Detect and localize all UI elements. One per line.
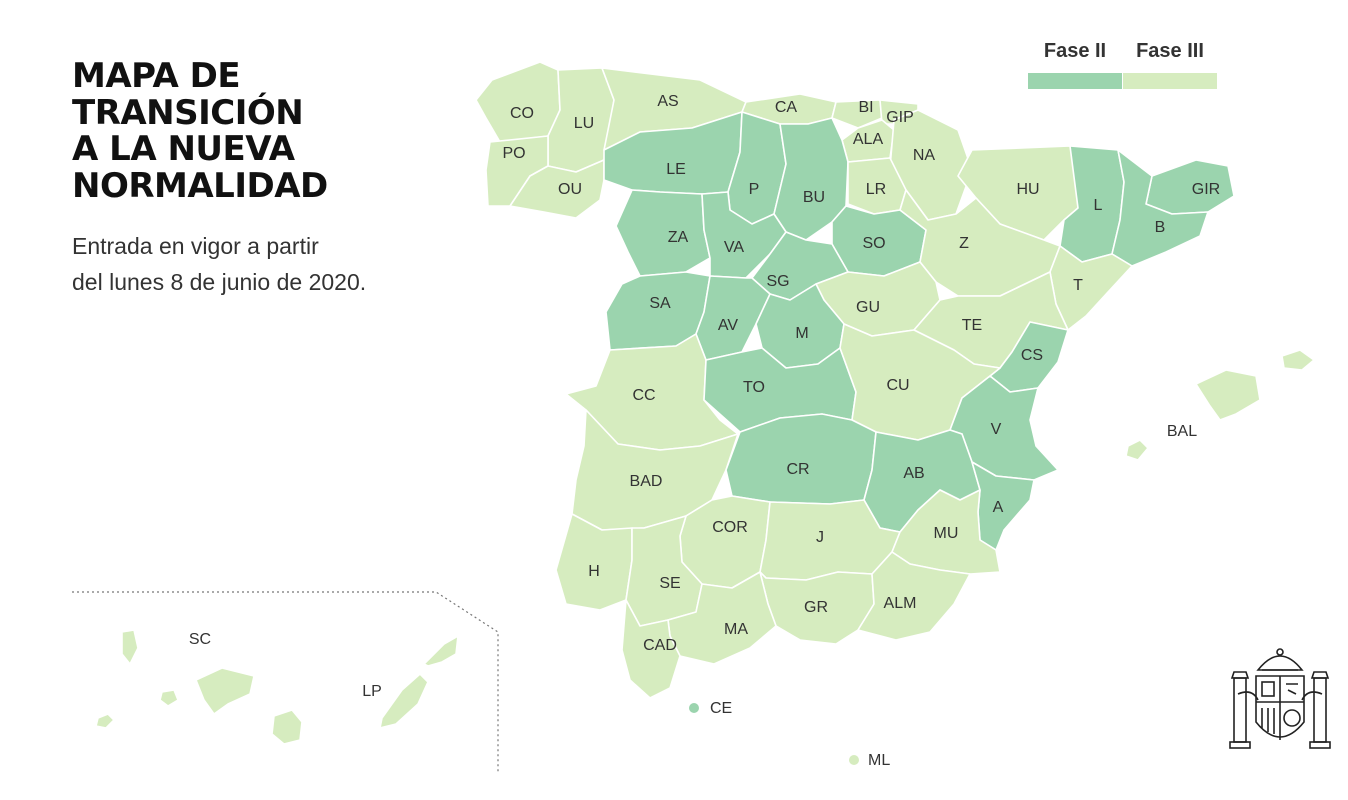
province-label-na: NA bbox=[913, 147, 936, 164]
legend-item-fase-ii: Fase II bbox=[1028, 40, 1122, 89]
province-label-ou: OU bbox=[558, 181, 582, 198]
province-za bbox=[615, 189, 711, 277]
province-lp bbox=[379, 635, 459, 729]
province-sc bbox=[95, 629, 303, 745]
legend-swatch-fase-iii bbox=[1123, 73, 1217, 89]
subtitle-line-1: Entrada en vigor a partir bbox=[72, 233, 319, 259]
province-label-te: TE bbox=[962, 317, 982, 334]
province-label-as: AS bbox=[657, 93, 678, 110]
subtitle-line-2: del lunes 8 de junio de 2020. bbox=[72, 269, 367, 295]
province-label-lp: LP bbox=[362, 683, 382, 700]
title-line-1: MAPA DE bbox=[72, 56, 241, 96]
title-line-3: A LA NUEVA bbox=[72, 129, 295, 169]
province-label-gip: GIP bbox=[886, 109, 914, 126]
province-regions bbox=[475, 61, 1235, 699]
legend-swatch-fase-ii bbox=[1028, 73, 1122, 89]
province-label-mu: MU bbox=[934, 525, 959, 542]
legend-label-fase-iii: Fase III bbox=[1136, 40, 1204, 62]
province-label-se: SE bbox=[659, 575, 680, 592]
province-ce-marker bbox=[689, 703, 699, 713]
province-cad bbox=[621, 599, 681, 699]
province-label-t: T bbox=[1073, 277, 1083, 294]
province-label-to: TO bbox=[743, 379, 765, 396]
province-alm bbox=[857, 551, 971, 641]
province-ou bbox=[509, 159, 605, 219]
province-label-cc: CC bbox=[632, 387, 655, 404]
province-label-alm: ALM bbox=[884, 595, 917, 612]
province-label-p: P bbox=[749, 181, 760, 198]
province-label-ab: AB bbox=[903, 465, 924, 482]
island-shapes bbox=[95, 349, 1315, 745]
province-label-bu: BU bbox=[803, 189, 825, 206]
province-label-ml: ML bbox=[868, 752, 890, 769]
province-label-sg: SG bbox=[766, 273, 789, 290]
province-label-v: V bbox=[991, 421, 1002, 438]
province-label-gu: GU bbox=[856, 299, 880, 316]
title-line-4: NORMALIDAD bbox=[72, 165, 328, 206]
spain-coat-of-arms-icon bbox=[1229, 648, 1331, 749]
title-line-2: TRANSICIÓN bbox=[72, 92, 304, 133]
province-label-so: SO bbox=[862, 235, 885, 252]
province-label-m: M bbox=[795, 325, 808, 342]
province-co bbox=[475, 61, 561, 143]
legend-item-fase-iii: Fase III bbox=[1123, 40, 1217, 89]
province-label-cr: CR bbox=[786, 461, 809, 478]
province-b bbox=[1111, 149, 1209, 267]
province-label-sa: SA bbox=[649, 295, 671, 312]
province-label-po: PO bbox=[502, 145, 525, 162]
province-label-z: Z bbox=[959, 235, 969, 252]
province-label-za: ZA bbox=[668, 229, 689, 246]
province-label-bad: BAD bbox=[630, 473, 663, 490]
province-label-lr: LR bbox=[866, 181, 886, 198]
province-label-va: VA bbox=[724, 239, 744, 256]
province-bal bbox=[1125, 349, 1315, 461]
province-label-l: L bbox=[1094, 197, 1103, 214]
province-label-cad: CAD bbox=[643, 637, 677, 654]
province-bi bbox=[831, 99, 883, 129]
province-gir bbox=[1145, 159, 1235, 215]
canary-inset-frame bbox=[72, 591, 499, 772]
province-label-le: LE bbox=[666, 161, 686, 178]
province-label-sc: SC bbox=[189, 631, 211, 648]
province-label-hu: HU bbox=[1016, 181, 1039, 198]
province-av bbox=[695, 275, 771, 361]
province-label-av: AV bbox=[718, 317, 738, 334]
province-h bbox=[555, 513, 633, 611]
legend-label-fase-ii: Fase II bbox=[1043, 40, 1107, 62]
province-label-bal: BAL bbox=[1167, 423, 1197, 440]
province-label-ce: CE bbox=[710, 700, 732, 717]
province-label-j: J bbox=[816, 529, 824, 546]
province-label-cu: CU bbox=[886, 377, 909, 394]
province-label-ca: CA bbox=[775, 99, 798, 116]
province-label-co: CO bbox=[510, 105, 534, 122]
map-title: MAPA DE TRANSICIÓN A LA NUEVA NORMALIDAD bbox=[72, 58, 392, 204]
province-label-ma: MA bbox=[724, 621, 748, 638]
province-label-b: B bbox=[1155, 219, 1166, 236]
map-subtitle: Entrada en vigor a partir del lunes 8 de… bbox=[72, 228, 452, 300]
province-label-ala: ALA bbox=[853, 131, 884, 148]
province-label-h: H bbox=[588, 563, 600, 580]
province-label-gir: GIR bbox=[1192, 181, 1220, 198]
province-label-lu: LU bbox=[574, 115, 594, 132]
province-label-bi: BI bbox=[858, 99, 873, 116]
province-ml-marker bbox=[849, 755, 859, 765]
province-label-cor: COR bbox=[712, 519, 748, 536]
province-label-gr: GR bbox=[804, 599, 828, 616]
province-label-cs: CS bbox=[1021, 347, 1043, 364]
province-label-a: A bbox=[993, 499, 1004, 516]
